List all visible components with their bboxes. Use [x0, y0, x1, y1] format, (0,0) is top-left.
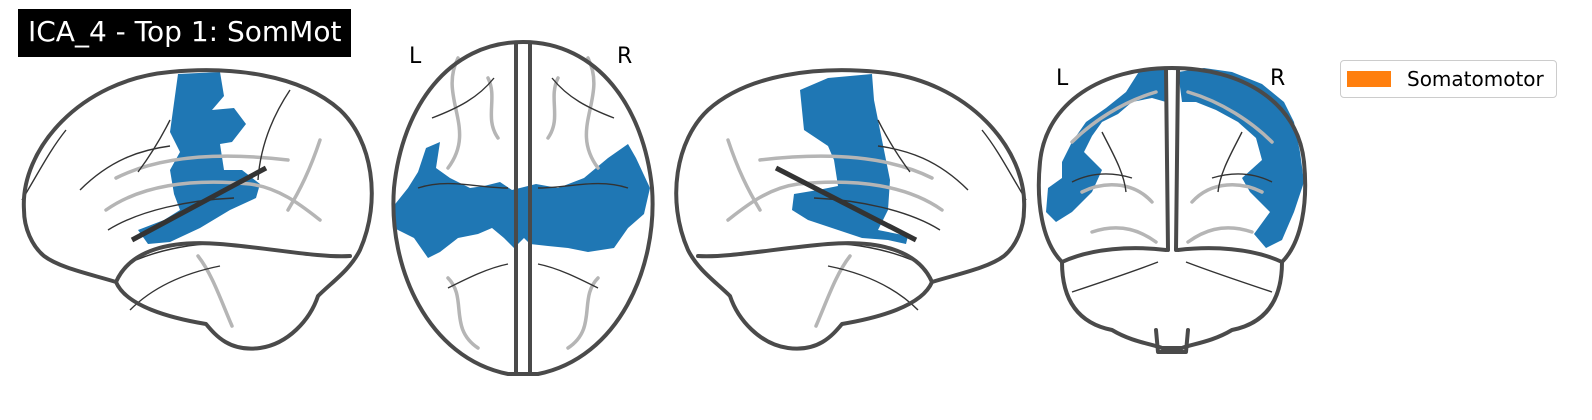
activation-overlay-axial — [392, 142, 650, 258]
activation-overlay-coronal — [1046, 68, 1304, 248]
sagittal-right-view — [674, 68, 1027, 351]
axial-right-label: R — [617, 44, 633, 69]
coronal-left-label: L — [1056, 66, 1069, 91]
axial-left-label: L — [409, 44, 422, 69]
coronal-right-label: R — [1270, 66, 1286, 91]
legend-swatch — [1347, 71, 1391, 87]
axial-view — [391, 40, 655, 376]
figure-title: ICA_4 - Top 1: SomMot — [18, 9, 352, 57]
coronal-view — [1036, 66, 1308, 354]
legend: Somatomotor — [1340, 60, 1557, 98]
sagittal-left-view — [21, 68, 374, 351]
legend-label-somatomotor: Somatomotor — [1407, 67, 1544, 91]
